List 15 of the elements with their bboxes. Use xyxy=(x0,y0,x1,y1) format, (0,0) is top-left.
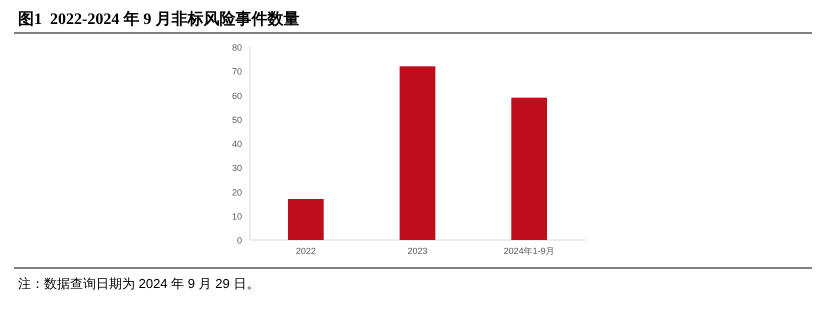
y-tick-label: 40 xyxy=(232,139,242,149)
y-tick-label: 30 xyxy=(232,163,242,174)
x-tick-label: 2024年1-9月 xyxy=(504,246,555,256)
x-tick-label: 2023 xyxy=(407,246,428,256)
y-tick-label: 50 xyxy=(232,114,242,125)
annotation: 注：数据查询日期为 2024 年 9 月 29 日。 xyxy=(18,276,260,291)
title: 图1 2022-2024 年 9 月非标风险事件数量 xyxy=(18,11,300,28)
y-tick-label: 60 xyxy=(232,90,242,101)
plot: 0 10 20 30 40 50 60 70 80 2022 2023 2024年1-9月 xyxy=(232,42,586,256)
y-tick-label: 70 xyxy=(232,66,242,77)
y-tick-label: 20 xyxy=(232,187,242,198)
y-tick-label: 10 xyxy=(232,211,242,222)
y-tick-label: 0 xyxy=(236,236,242,246)
y-tick-label: 80 xyxy=(232,42,242,52)
x-tick-label: 2022 xyxy=(296,246,316,256)
